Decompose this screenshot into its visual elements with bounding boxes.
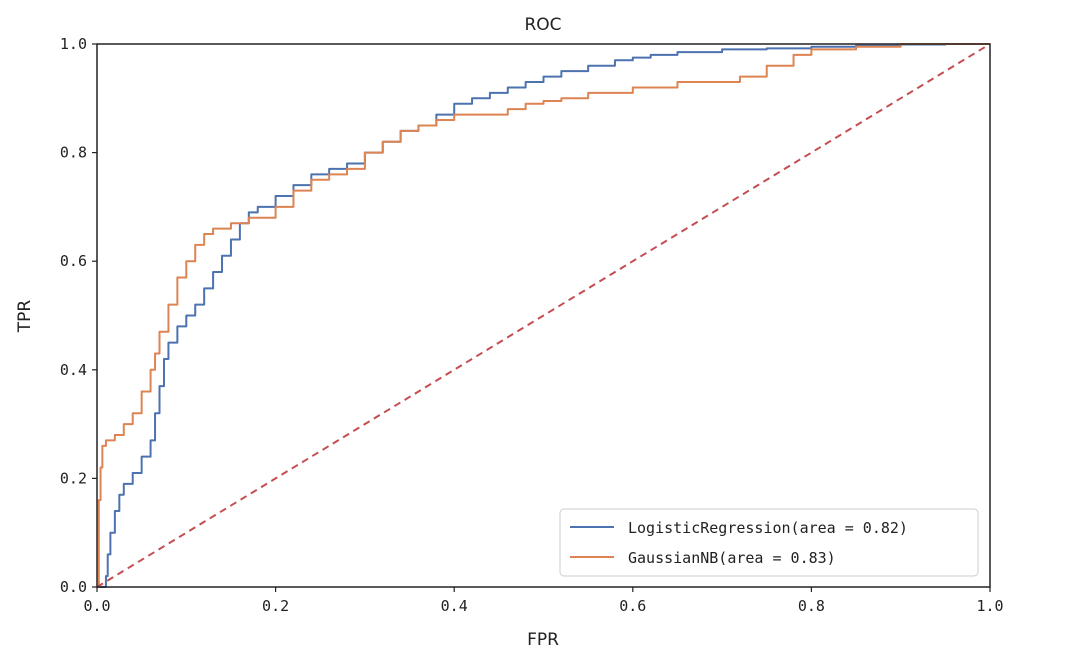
legend-label-logistic: LogisticRegression(area = 0.82) <box>628 519 908 537</box>
y-tick-label: 0.6 <box>60 252 87 270</box>
x-axis-ticks: 0.0 0.2 0.4 0.6 0.8 1.0 <box>83 587 1004 615</box>
x-tick-label: 0.2 <box>262 597 289 615</box>
legend-label-gaussian: GaussianNB(area = 0.83) <box>628 549 836 567</box>
legend: LogisticRegression(area = 0.82) Gaussian… <box>559 508 979 577</box>
y-tick-label: 0.2 <box>60 469 87 487</box>
x-tick-label: 0.8 <box>798 597 825 615</box>
legend-box <box>559 508 979 577</box>
y-tick-label: 0.8 <box>60 144 87 162</box>
y-axis-label: TPR <box>15 300 35 334</box>
y-tick-label: 0.4 <box>60 361 87 379</box>
chart-title: ROC <box>524 15 561 35</box>
y-tick-label: 1.0 <box>60 35 87 53</box>
y-tick-label: 0.0 <box>60 578 87 596</box>
roc-diagonal <box>96 43 991 588</box>
plot-frame <box>96 43 991 588</box>
x-axis-label: FPR <box>527 630 559 650</box>
x-tick-label: 0.0 <box>83 597 110 615</box>
x-tick-label: 0.6 <box>619 597 646 615</box>
x-tick-label: 1.0 <box>976 597 1003 615</box>
y-axis-ticks: 0.0 0.2 0.4 0.6 0.8 1.0 <box>60 35 97 596</box>
roc-curves <box>96 43 991 588</box>
roc-curve-gaussian <box>97 43 990 588</box>
x-tick-label: 0.4 <box>441 597 468 615</box>
